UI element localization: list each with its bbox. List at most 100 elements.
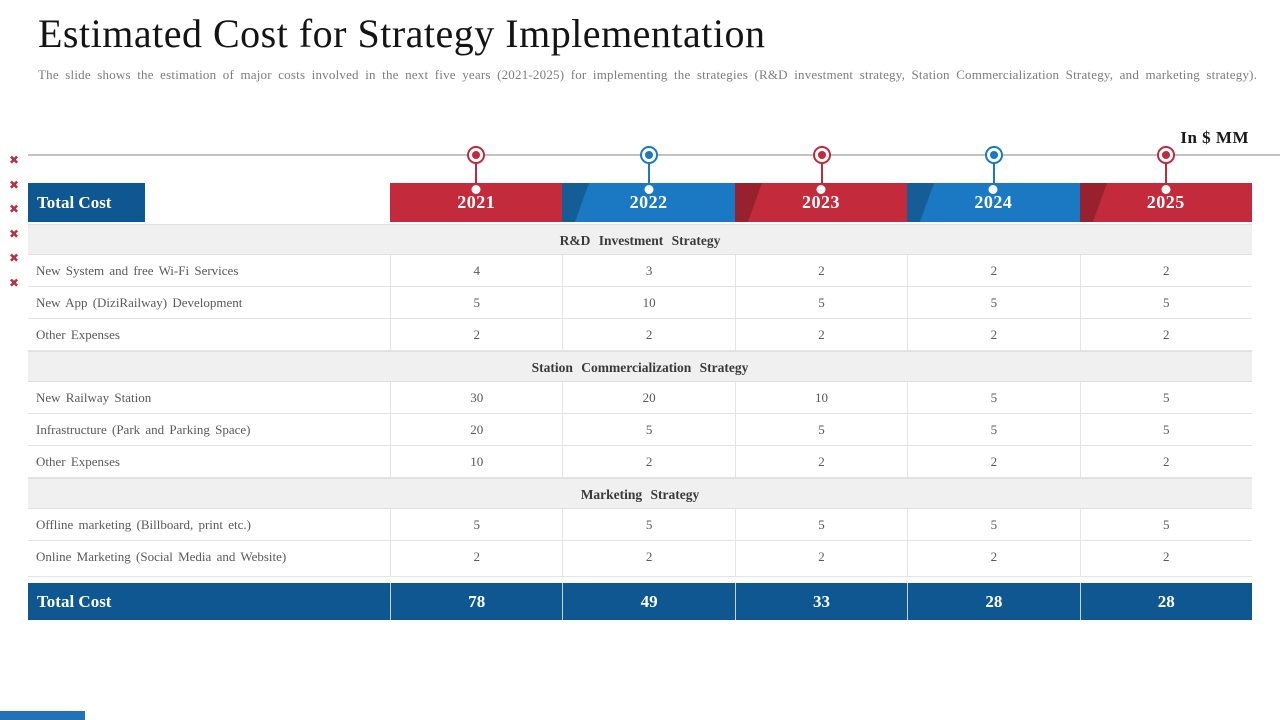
cell-value: 5 <box>907 509 1079 540</box>
stem-dot-icon <box>988 185 998 194</box>
timeline-marker-2022-icon <box>640 146 658 164</box>
cell-value: 10 <box>734 382 907 413</box>
table-header-row: Total Cost 2021 2022 2023 2024 2025 <box>28 183 1252 222</box>
row-label: New System and free Wi-Fi Services <box>36 263 239 278</box>
cell-value: 4 <box>390 255 562 286</box>
year-header-2022: 2022 <box>562 183 735 222</box>
row-label: Other Expenses <box>36 454 120 469</box>
cell-value: 30 <box>390 382 562 413</box>
cell-value: 5 <box>1079 382 1252 413</box>
cell-value: 5 <box>734 509 907 540</box>
cell-value: 20 <box>390 414 562 445</box>
cell-value: 5 <box>390 287 562 318</box>
cell-value: 3 <box>562 255 734 286</box>
cell-value: 20 <box>562 382 734 413</box>
total-value: 28 <box>907 583 1079 620</box>
cell-value: 2 <box>734 319 907 350</box>
row-label: New App (DiziRailway) Development <box>36 295 243 310</box>
year-header-2024: 2024 <box>907 183 1080 222</box>
table-row: New System and free Wi-Fi Services 4 3 2… <box>28 255 1252 287</box>
stem-dot-icon <box>816 185 826 194</box>
table-row: Other Expenses 10 2 2 2 2 <box>28 446 1252 478</box>
timeline-stem-2025 <box>1165 164 1167 188</box>
slide-subtitle: The slide shows the estimation of major … <box>38 67 1258 82</box>
year-header-2023: 2023 <box>734 183 908 222</box>
cell-value: 10 <box>562 287 734 318</box>
stem-dot-icon <box>1161 185 1171 194</box>
section-header-marketing: Marketing Strategy <box>28 478 1252 509</box>
page-title: Estimated Cost for Strategy Implementati… <box>38 11 766 56</box>
timeline-marker-2024-icon <box>985 146 1003 164</box>
cell-value: 2 <box>1079 541 1252 576</box>
total-value: 78 <box>390 583 562 620</box>
cell-value: 2 <box>390 541 562 576</box>
timeline-stem-2022 <box>648 164 650 188</box>
row-label: Infrastructure (Park and Parking Space) <box>36 422 251 437</box>
timeline-marker-2025-icon <box>1157 146 1175 164</box>
cell-value: 10 <box>390 446 562 477</box>
cell-value: 2 <box>907 319 1079 350</box>
cell-value: 2 <box>390 319 562 350</box>
timeline-marker-2021-icon <box>467 146 485 164</box>
unit-label: In $ MM <box>1180 128 1249 147</box>
cell-value: 2 <box>734 541 907 576</box>
timeline-stem-2023 <box>821 164 823 188</box>
cell-value: 5 <box>734 287 907 318</box>
cell-value: 2 <box>907 255 1079 286</box>
cell-value: 5 <box>1079 287 1252 318</box>
cell-value: 5 <box>562 509 734 540</box>
cell-value: 2 <box>1079 255 1252 286</box>
delete-row-icon[interactable]: ✖ <box>9 275 20 290</box>
row-label: Offline marketing (Billboard, print etc.… <box>36 517 251 532</box>
cell-value: 5 <box>907 414 1079 445</box>
row-delete-column: ✖ ✖ ✖ ✖ ✖ ✖ <box>9 148 19 295</box>
total-value: 49 <box>562 583 734 620</box>
stem-dot-icon <box>644 185 654 194</box>
cell-value: 5 <box>1079 509 1252 540</box>
table-row: New Railway Station 30 20 10 5 5 <box>28 382 1252 414</box>
table-row: Infrastructure (Park and Parking Space) … <box>28 414 1252 446</box>
timeline-stem-2024 <box>993 164 995 188</box>
timeline-stem-2021 <box>475 164 477 188</box>
cell-value: 2 <box>562 446 734 477</box>
row-label: Other Expenses <box>36 327 120 342</box>
cell-value: 5 <box>562 414 734 445</box>
row-label: Online Marketing (Social Media and Websi… <box>36 549 287 564</box>
cell-value: 2 <box>907 446 1079 477</box>
cell-value: 2 <box>562 541 734 576</box>
cell-value: 5 <box>1079 414 1252 445</box>
delete-row-icon[interactable]: ✖ <box>9 202 20 216</box>
cell-value: 5 <box>907 287 1079 318</box>
bottom-accent-bar <box>0 711 85 720</box>
table-row: Online Marketing (Social Media and Websi… <box>28 541 1252 577</box>
table-row: New App (DiziRailway) Development 5 10 5… <box>28 287 1252 319</box>
timeline-marker-2023-icon <box>813 146 831 164</box>
stem-dot-icon <box>471 185 481 194</box>
delete-row-icon[interactable]: ✖ <box>9 177 20 192</box>
cell-value: 2 <box>1079 319 1252 350</box>
cell-value: 5 <box>907 382 1079 413</box>
section-header-station: Station Commercialization Strategy <box>28 351 1252 382</box>
delete-row-icon[interactable]: ✖ <box>9 153 20 167</box>
corner-header-cell: Total Cost <box>28 183 145 222</box>
total-value: 28 <box>1079 583 1252 620</box>
year-header-2021: 2021 <box>390 183 563 222</box>
cost-table: Total Cost 2021 2022 2023 2024 2025 R&D … <box>28 183 1252 620</box>
cell-value: 5 <box>734 414 907 445</box>
total-value: 33 <box>734 583 907 620</box>
total-row: Total Cost 78 49 33 28 28 <box>28 583 1252 620</box>
table-row: Offline marketing (Billboard, print etc.… <box>28 509 1252 541</box>
cell-value: 2 <box>734 255 907 286</box>
year-header-2025: 2025 <box>1079 183 1252 222</box>
delete-row-icon[interactable]: ✖ <box>9 251 20 265</box>
delete-row-icon[interactable]: ✖ <box>9 226 20 241</box>
cell-value: 2 <box>734 446 907 477</box>
total-row-label: Total Cost <box>37 592 112 611</box>
cell-value: 2 <box>1079 446 1252 477</box>
cell-value: 5 <box>390 509 562 540</box>
cell-value: 2 <box>907 541 1079 576</box>
cell-value: 2 <box>562 319 734 350</box>
table-row: Other Expenses 2 2 2 2 2 <box>28 319 1252 351</box>
row-label: New Railway Station <box>36 390 152 405</box>
